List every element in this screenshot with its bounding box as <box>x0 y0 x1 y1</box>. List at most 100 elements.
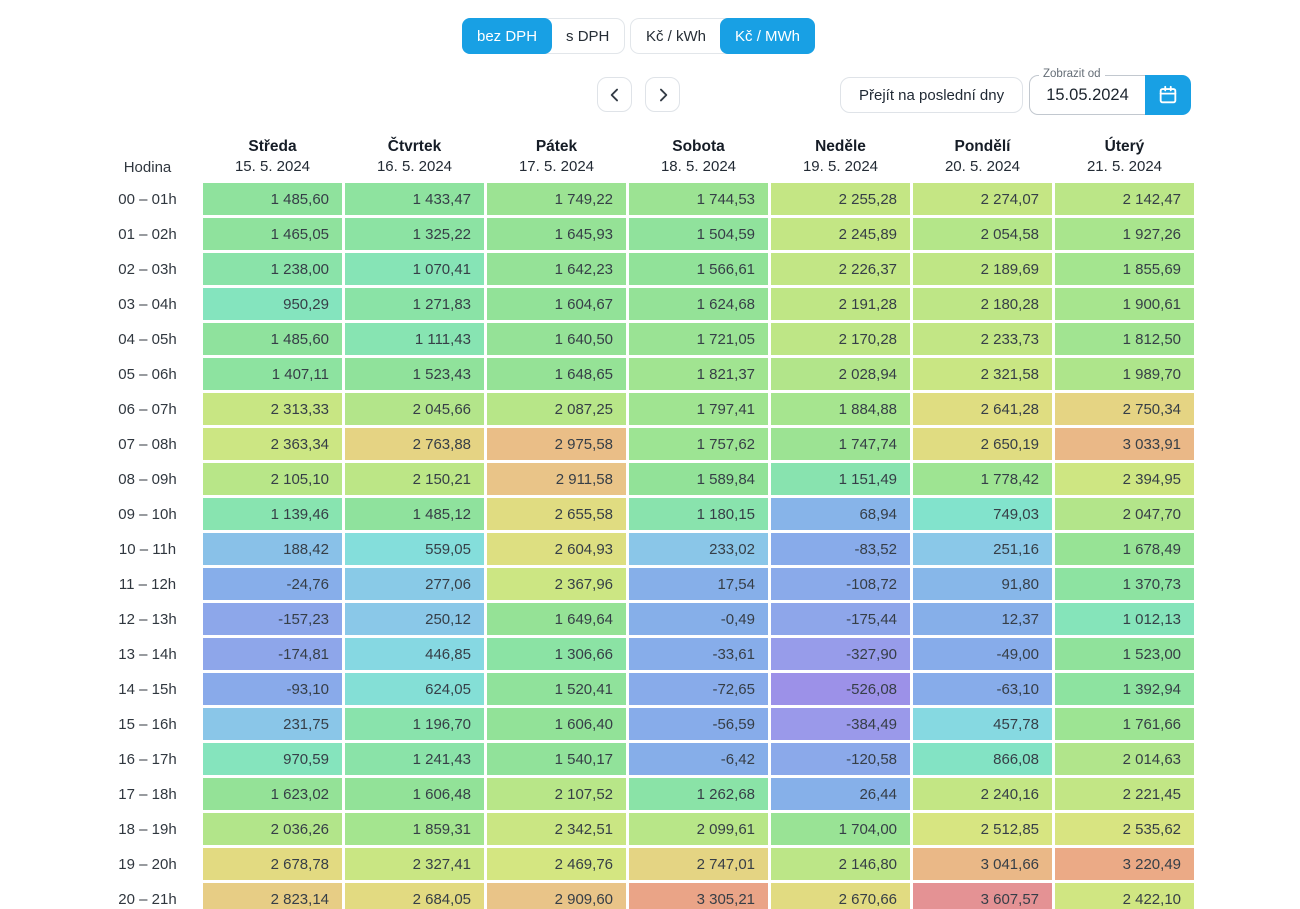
day-date: 16. 5. 2024 <box>376 158 453 175</box>
price-cell: 1 648,65 <box>487 358 626 390</box>
price-cell: 1 812,50 <box>1055 323 1194 355</box>
hour-row-label: 16 – 17h <box>118 750 177 768</box>
price-cell: 3 033,91 <box>1055 428 1194 460</box>
hour-row-label: 19 – 20h <box>118 855 177 873</box>
price-cell: 1 927,26 <box>1055 218 1194 250</box>
price-cell: 2 422,10 <box>1055 883 1194 909</box>
show-from-label: Zobrazit od <box>1039 68 1105 80</box>
day-date: 15. 5. 2024 <box>234 158 311 175</box>
price-cell: 2 911,58 <box>487 463 626 495</box>
price-cell: 2 650,19 <box>913 428 1052 460</box>
price-cell: 2 342,51 <box>487 813 626 845</box>
price-cell: 2 180,28 <box>913 288 1052 320</box>
price-table: Hodina Středa 15. 5. 2024 Čtvrtek 16. 5. 20… <box>95 126 1194 909</box>
vat-toggle-group: bez DPH s DPH <box>462 18 626 54</box>
price-cell: 1 111,43 <box>345 323 484 355</box>
price-cell: 1 678,49 <box>1055 533 1194 565</box>
price-cell: 1 589,84 <box>629 463 768 495</box>
price-cell: 1 241,43 <box>345 743 484 775</box>
price-cell: 17,54 <box>629 568 768 600</box>
price-cell: -56,59 <box>629 708 768 740</box>
price-cell: 277,06 <box>345 568 484 600</box>
price-cell: 1 989,70 <box>1055 358 1194 390</box>
price-cell: 1 485,60 <box>203 323 342 355</box>
price-cell: 2 684,05 <box>345 883 484 909</box>
chevron-left-icon <box>610 88 618 101</box>
price-cell: 2 054,58 <box>913 218 1052 250</box>
price-cell: 2 105,10 <box>203 463 342 495</box>
price-cell: 12,37 <box>913 603 1052 635</box>
price-cell: 233,02 <box>629 533 768 565</box>
calendar-button[interactable] <box>1145 75 1191 115</box>
price-cell: -108,72 <box>771 568 910 600</box>
vat-toggle-option-0[interactable]: bez DPH <box>462 18 553 54</box>
show-from-field[interactable]: Zobrazit od 15.05.2024 <box>1029 68 1145 115</box>
hour-row-label: 08 – 09h <box>118 470 177 488</box>
price-cell: 1 504,59 <box>629 218 768 250</box>
day-name: Pondělí <box>954 138 1011 155</box>
price-cell: 1 859,31 <box>345 813 484 845</box>
price-cell: -63,10 <box>913 673 1052 705</box>
price-cell: 2 655,58 <box>487 498 626 530</box>
day-column-header-2: Pátek 17. 5. 2024 <box>487 137 626 179</box>
day-column-header-0: Středa 15. 5. 2024 <box>203 137 342 179</box>
price-cell: -49,00 <box>913 638 1052 670</box>
prev-day-button[interactable] <box>597 77 632 112</box>
calendar-icon <box>1159 85 1177 104</box>
price-cell: 68,94 <box>771 498 910 530</box>
price-cell: 251,16 <box>913 533 1052 565</box>
price-cell: 1 704,00 <box>771 813 910 845</box>
price-cell: 2 233,73 <box>913 323 1052 355</box>
price-cell: 1 640,50 <box>487 323 626 355</box>
go-to-latest-days-button[interactable]: Přejít na poslední dny <box>840 77 1024 113</box>
price-cell: 2 099,61 <box>629 813 768 845</box>
price-cell: 1 778,42 <box>913 463 1052 495</box>
price-cell: 2 045,66 <box>345 393 484 425</box>
hour-row-label: 18 – 19h <box>118 820 177 838</box>
price-cell: 1 606,40 <box>487 708 626 740</box>
price-cell: 91,80 <box>913 568 1052 600</box>
price-cell: 1 757,62 <box>629 428 768 460</box>
day-name: Pátek <box>535 138 578 155</box>
day-name: Úterý <box>1104 138 1145 155</box>
price-cell: -327,90 <box>771 638 910 670</box>
price-cell: 1 649,64 <box>487 603 626 635</box>
price-cell: 2 146,80 <box>771 848 910 880</box>
table-header-row: Hodina Středa 15. 5. 2024 Čtvrtek 16. 5. 20… <box>95 126 1194 179</box>
price-cell: 1 761,66 <box>1055 708 1194 740</box>
unit-toggle-option-0[interactable]: Kč / kWh <box>631 19 721 53</box>
day-column-header-6: Úterý 21. 5. 2024 <box>1055 137 1194 179</box>
day-date: 21. 5. 2024 <box>1086 158 1163 175</box>
day-name: Sobota <box>672 138 725 155</box>
hour-column-header: Hodina <box>123 159 172 176</box>
price-cell: -24,76 <box>203 568 342 600</box>
price-cell: 2 670,66 <box>771 883 910 909</box>
price-cell: 1 012,13 <box>1055 603 1194 635</box>
price-cell: 1 070,41 <box>345 253 484 285</box>
price-cell: 2 028,94 <box>771 358 910 390</box>
next-day-button[interactable] <box>645 77 680 112</box>
hour-row-label: 15 – 16h <box>118 715 177 733</box>
price-cell: 1 797,41 <box>629 393 768 425</box>
price-cell: 2 255,28 <box>771 183 910 215</box>
price-cell: 1 325,22 <box>345 218 484 250</box>
price-cell: 2 189,69 <box>913 253 1052 285</box>
hour-row-label: 07 – 08h <box>118 435 177 453</box>
price-cell: 1 370,73 <box>1055 568 1194 600</box>
price-cell: 749,03 <box>913 498 1052 530</box>
price-cell: 231,75 <box>203 708 342 740</box>
unit-toggle-option-1[interactable]: Kč / MWh <box>720 18 816 54</box>
price-cell: 2 535,62 <box>1055 813 1194 845</box>
hour-row-label: 01 – 02h <box>118 225 177 243</box>
price-cell: 1 306,66 <box>487 638 626 670</box>
price-cell: 1 744,53 <box>629 183 768 215</box>
vat-toggle-option-1[interactable]: s DPH <box>551 19 624 53</box>
price-cell: 1 151,49 <box>771 463 910 495</box>
hour-row-label: 09 – 10h <box>118 505 177 523</box>
unit-toggle-group: Kč / kWh Kč / MWh <box>630 18 816 54</box>
price-cell: 3 220,49 <box>1055 848 1194 880</box>
price-cell: 2 394,95 <box>1055 463 1194 495</box>
price-cell: 26,44 <box>771 778 910 810</box>
hour-row-label: 06 – 07h <box>118 400 177 418</box>
